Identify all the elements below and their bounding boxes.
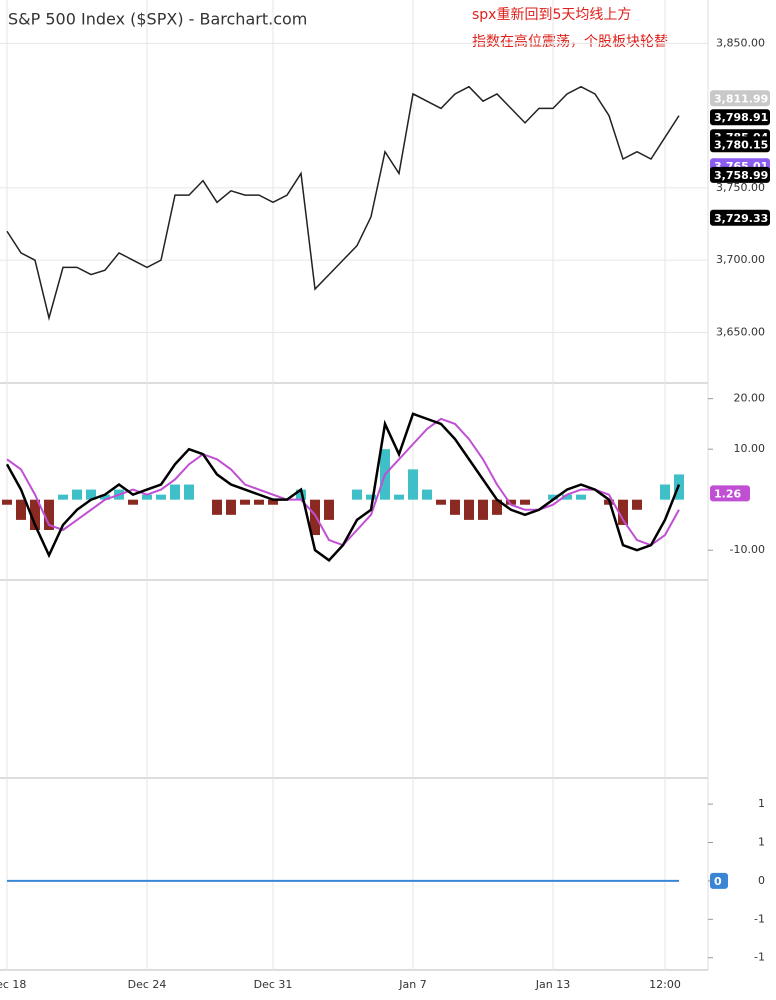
histogram-bar	[254, 499, 264, 505]
histogram-bar	[632, 499, 642, 510]
histogram-bar	[520, 499, 530, 505]
histogram-bar	[184, 484, 194, 500]
histogram-bar	[44, 499, 54, 530]
histogram-bar	[422, 489, 432, 500]
y-tick-label: -1	[754, 951, 765, 964]
histogram-bar	[660, 484, 670, 500]
histogram-bar	[408, 469, 418, 500]
y-tick-label: 3,750.00	[716, 181, 765, 194]
value-tag	[710, 485, 750, 502]
histogram-bar	[30, 499, 40, 530]
y-tick-label: 1	[758, 836, 765, 849]
y-tick-label: -1	[754, 912, 765, 925]
y-tick-label: 10.00	[734, 442, 766, 455]
histogram-bar	[100, 494, 110, 500]
histogram-bar	[156, 494, 166, 500]
histogram-bar	[240, 499, 250, 505]
value-tag-label: 3,729.33	[714, 212, 768, 225]
histogram-bar	[86, 489, 96, 500]
value-tag-label: 1.26	[714, 487, 741, 500]
value-tag	[710, 166, 770, 183]
value-tag	[710, 209, 770, 226]
x-tick-label: Dec 24	[128, 978, 167, 991]
histogram-bar	[212, 499, 222, 515]
y-tick-label: 0	[758, 874, 765, 887]
histogram-bar	[366, 494, 376, 500]
macd-line	[5, 412, 681, 562]
histogram-bar	[226, 499, 236, 515]
histogram-bar	[170, 484, 180, 500]
price-line	[6, 85, 680, 321]
histogram-bar	[394, 494, 404, 500]
y-tick-label: 3,850.00	[716, 36, 765, 49]
y-tick-label: 3,700.00	[716, 253, 765, 266]
histogram-bar	[562, 494, 572, 500]
histogram-bar	[492, 499, 502, 515]
value-tag	[710, 136, 770, 153]
value-tag-label: 3,780.15	[714, 138, 768, 151]
y-tick-label: -10.00	[730, 543, 765, 556]
histogram-bar	[16, 499, 26, 520]
y-tick-label: 1	[758, 797, 765, 810]
histogram-bar	[352, 489, 362, 500]
histogram-bar	[436, 499, 446, 505]
x-tick-label: Jan 7	[398, 978, 426, 991]
value-tag	[710, 872, 728, 889]
value-tag-label: 0	[714, 875, 722, 888]
x-tick-label: Dec 18	[0, 978, 26, 991]
histogram-bar	[478, 499, 488, 520]
x-tick-label: Dec 31	[254, 978, 293, 991]
histogram-bar	[324, 499, 334, 520]
histogram-bar	[268, 499, 278, 505]
histogram-bar	[72, 489, 82, 500]
y-tick-label: 20.00	[734, 392, 766, 405]
value-tag-label: 3,758.99	[714, 169, 768, 182]
histogram-bar	[2, 499, 12, 505]
value-tag	[710, 90, 770, 107]
histogram-bar	[618, 499, 628, 525]
chart-title: S&P 500 Index ($SPX) - Barchart.com	[8, 10, 307, 29]
x-tick-label: Jan 13	[535, 978, 570, 991]
histogram-bar	[310, 499, 320, 536]
histogram-bar	[548, 494, 558, 500]
histogram-bar	[576, 494, 586, 500]
annotation: 指数在高位震荡，个股板块轮替	[472, 33, 668, 50]
value-tag-label: 3,798.91	[714, 111, 768, 124]
annotation: spx重新回到5天均线上方	[472, 7, 631, 23]
histogram-bar	[506, 499, 516, 505]
histogram-bar	[464, 499, 474, 520]
histogram-bar	[142, 494, 152, 500]
value-tag	[710, 109, 770, 126]
histogram-bar	[128, 499, 138, 505]
histogram-bar	[450, 499, 460, 515]
y-tick-label: 3,650.00	[716, 325, 765, 338]
histogram-bar	[58, 494, 68, 500]
value-tag-label: 3,811.99	[714, 92, 768, 105]
x-tick-label: 12:00	[649, 978, 681, 991]
